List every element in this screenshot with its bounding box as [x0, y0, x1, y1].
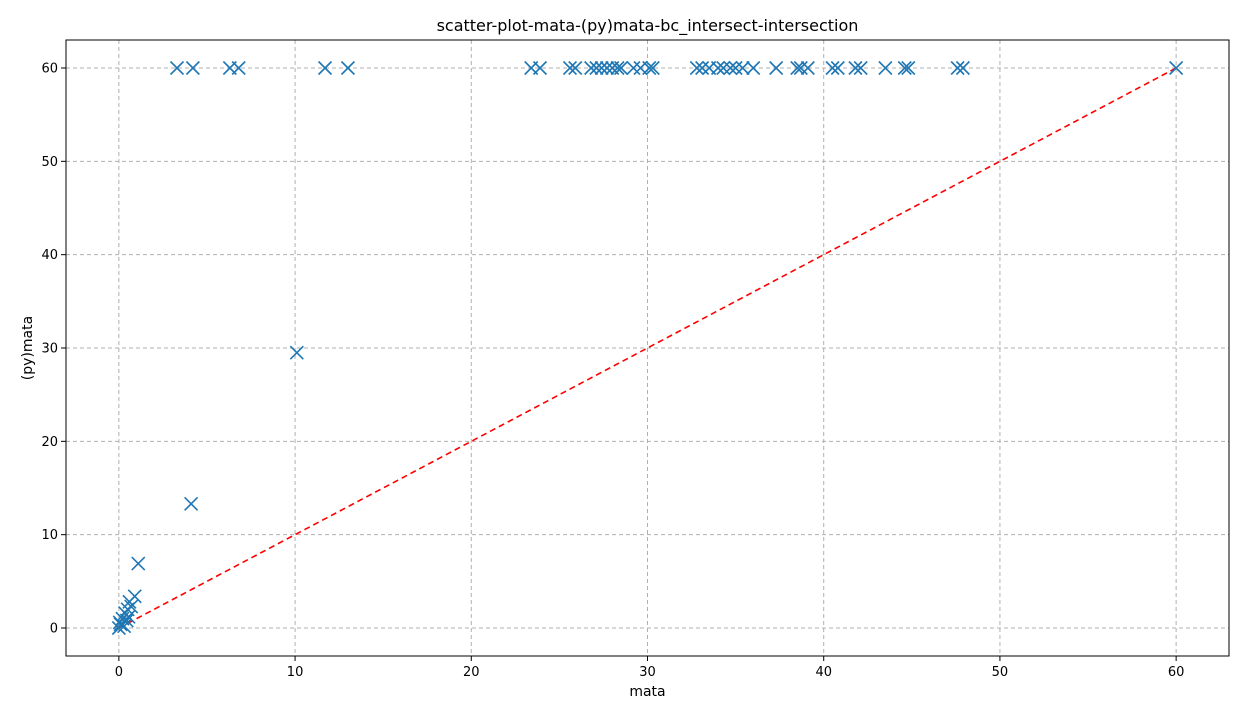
data-point	[800, 60, 815, 76]
data-point	[124, 599, 139, 614]
data-point	[955, 60, 970, 76]
data-point	[568, 60, 583, 76]
data-point	[728, 60, 743, 76]
data-point	[723, 60, 738, 76]
y-tick-label: 50	[41, 155, 58, 170]
data-point	[645, 60, 660, 76]
data-point	[769, 60, 784, 76]
data-point	[710, 60, 726, 76]
grid-lines	[66, 40, 1229, 656]
x-tick-label: 50	[992, 665, 1009, 680]
data-points	[111, 60, 1184, 636]
data-point	[746, 60, 761, 76]
data-point	[589, 60, 604, 76]
data-point	[735, 60, 750, 76]
data-point	[185, 60, 200, 76]
data-point	[317, 60, 333, 76]
data-point	[825, 60, 840, 76]
x-tick-label: 0	[115, 665, 123, 680]
data-point	[626, 60, 641, 76]
x-tick-label: 10	[287, 665, 304, 680]
y-tick-label: 0	[50, 622, 58, 637]
data-point	[830, 60, 845, 76]
data-point	[562, 60, 578, 76]
data-point	[289, 345, 304, 360]
data-point	[127, 589, 142, 604]
data-point	[642, 60, 657, 76]
data-point	[695, 60, 710, 76]
data-point	[689, 60, 704, 76]
data-point	[1169, 60, 1184, 76]
data-point	[790, 60, 805, 76]
data-point	[878, 60, 893, 76]
y-tick-label: 40	[41, 248, 58, 263]
data-point	[614, 60, 629, 76]
y-tick-label: 20	[41, 435, 58, 450]
x-axis-label: mata	[629, 684, 665, 700]
x-tick-label: 60	[1168, 665, 1185, 680]
data-point	[848, 60, 863, 76]
data-point	[950, 60, 965, 76]
data-point	[584, 60, 599, 76]
chart-title: scatter-plot-mata-(py)mata-bc_intersect-…	[437, 16, 859, 36]
y-tick-label: 10	[41, 528, 58, 543]
data-point	[119, 613, 134, 628]
data-point	[169, 60, 185, 76]
x-tick-label: 20	[463, 665, 480, 680]
data-point	[716, 60, 731, 76]
data-point	[184, 496, 199, 511]
y-tick-label: 30	[41, 342, 58, 357]
x-tick-label: 30	[639, 665, 656, 680]
y-axis-label: (py)mata	[20, 316, 36, 380]
axis-ticks: 0 10 20 30 40 50 60 0 10 20 30 40 50 60	[41, 62, 1184, 681]
data-point	[340, 60, 356, 76]
data-point	[532, 60, 548, 76]
data-point	[131, 556, 146, 571]
data-point	[599, 60, 615, 76]
data-point	[231, 60, 246, 76]
data-point	[897, 60, 912, 76]
x-tick-label: 40	[815, 665, 832, 680]
data-point	[610, 60, 625, 76]
y-tick-label: 60	[41, 62, 58, 77]
data-point	[901, 60, 916, 76]
data-point	[594, 60, 609, 76]
data-point	[853, 60, 868, 76]
data-point	[793, 60, 808, 76]
